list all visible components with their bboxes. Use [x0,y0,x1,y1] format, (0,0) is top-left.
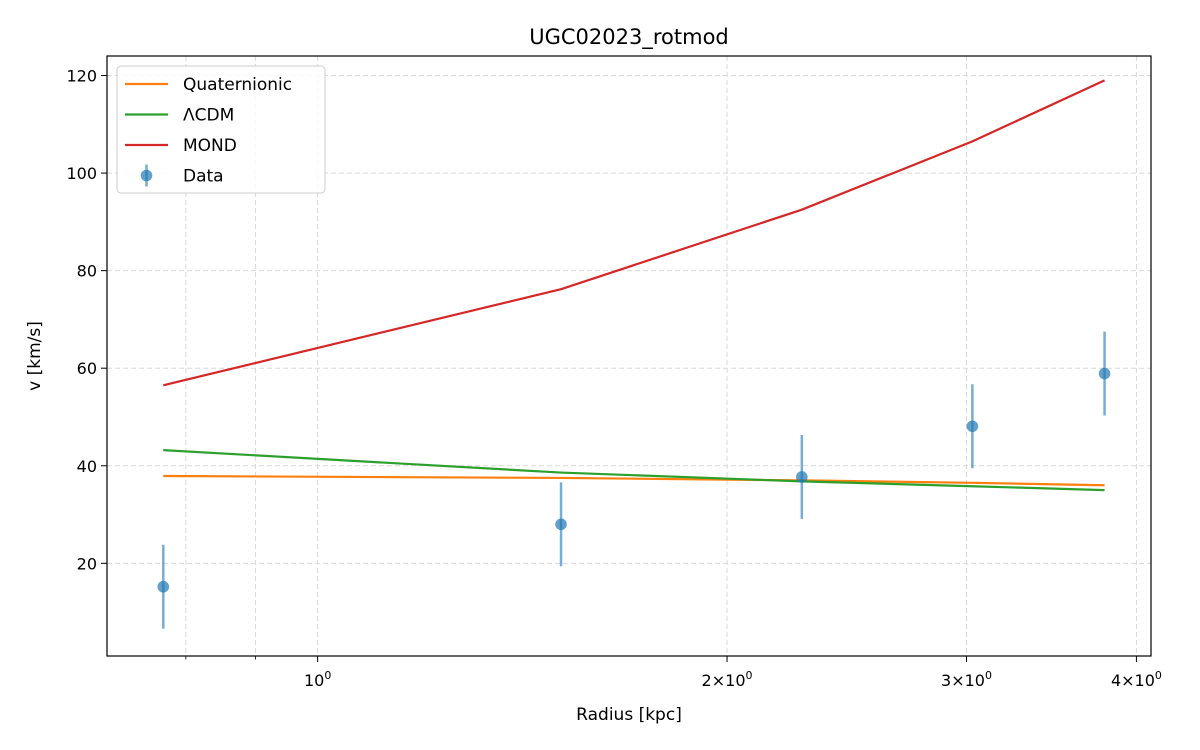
legend-swatch-marker [140,169,153,182]
plot-frame [106,55,1152,657]
legend-label: Quaternionic [183,75,292,95]
x-tick-label: 4×100 [1111,669,1162,690]
x-axis-label: Radius [kpc] [576,705,682,725]
y-axis-label: v [km/s] [25,321,45,391]
x-tick-label: 2×100 [702,669,753,690]
series-layer [157,79,1111,629]
data-point [157,580,170,593]
ticks: 20 40 60 80 100 120 100 2×100 3×100 4×100 [66,67,1161,690]
y-tick-label: 40 [77,457,97,476]
data-point [555,518,567,531]
chart-title: UGC02023_rotmod [529,25,729,50]
legend-box [116,65,326,194]
legend-label: Data [183,167,224,187]
y-tick-label: 80 [77,262,97,281]
data-point [966,420,979,433]
x-tick-label: 3×100 [941,669,992,690]
y-tick-label: 60 [77,359,97,378]
y-tick-label: 20 [77,554,97,573]
legend: Quaternionic ΛCDM MOND Data [116,65,326,194]
legend-label: ΛCDM [183,106,234,126]
x-tick-label: 100 [304,669,331,690]
series-line-MOND [163,79,1106,387]
legend-label: MOND [183,136,237,156]
y-tick-label: 120 [66,67,97,86]
y-tick-label: 100 [66,164,97,183]
data-point [796,471,808,483]
data-point [1098,367,1111,380]
